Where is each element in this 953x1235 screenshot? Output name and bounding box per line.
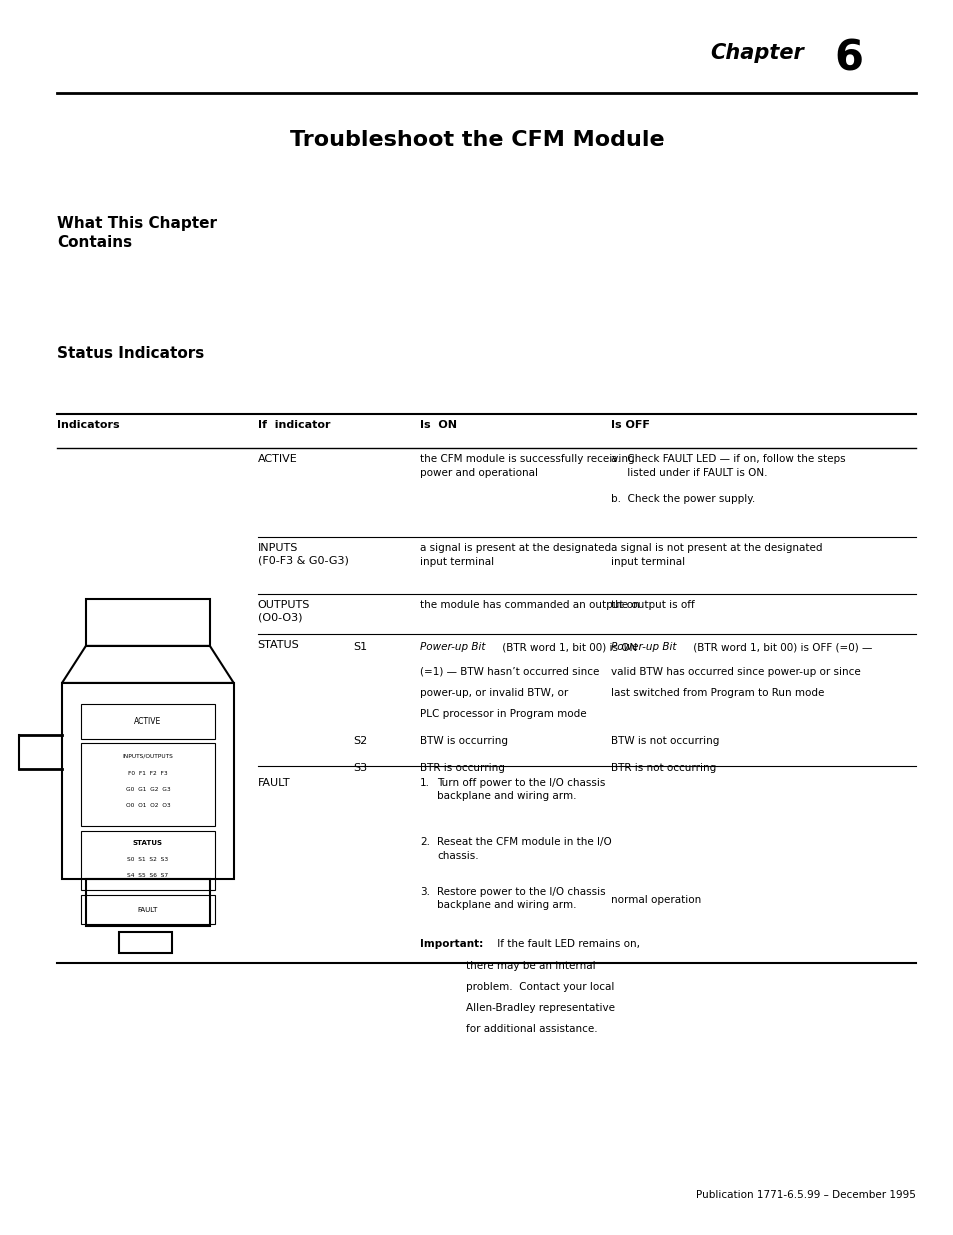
Text: BTW is not occurring: BTW is not occurring [610, 736, 719, 746]
Text: the output is off: the output is off [610, 600, 694, 610]
Text: S1: S1 [353, 642, 367, 652]
Text: INPUTS/OUTPUTS: INPUTS/OUTPUTS [122, 753, 173, 758]
Text: F0  F1  F2  F3: F0 F1 F2 F3 [128, 771, 168, 776]
Text: 6: 6 [834, 37, 862, 79]
Text: there may be an internal: there may be an internal [465, 961, 595, 971]
Text: Chapter: Chapter [710, 43, 803, 63]
Text: What This Chapter
Contains: What This Chapter Contains [57, 216, 217, 249]
Text: Is  ON: Is ON [419, 420, 456, 430]
Text: If  indicator: If indicator [257, 420, 330, 430]
Text: STATUS: STATUS [257, 640, 299, 650]
Bar [81, 831, 214, 890]
Text: Indicators: Indicators [57, 420, 120, 430]
Text: Is OFF: Is OFF [610, 420, 649, 430]
Text: for additional assistance.: for additional assistance. [465, 1024, 597, 1034]
Text: a.  Check FAULT LED — if on, follow the steps
     listed under if FAULT is ON.
: a. Check FAULT LED — if on, follow the s… [610, 454, 844, 504]
Text: Troubleshoot the CFM Module: Troubleshoot the CFM Module [290, 130, 663, 149]
Text: last switched from Program to Run mode: last switched from Program to Run mode [610, 688, 823, 698]
Text: OUTPUTS
(O0-O3): OUTPUTS (O0-O3) [257, 600, 310, 622]
Text: a signal is not present at the designated
input terminal: a signal is not present at the designate… [610, 543, 821, 567]
Text: Allen-Bradley representative: Allen-Bradley representative [465, 1003, 614, 1013]
Text: G0  G1  G2  G3: G0 G1 G2 G3 [126, 787, 170, 792]
Text: the CFM module is successfully receiving
power and operational: the CFM module is successfully receiving… [419, 454, 634, 478]
Text: INPUTS
(F0-F3 & G0-G3): INPUTS (F0-F3 & G0-G3) [257, 543, 348, 566]
Text: BTR is not occurring: BTR is not occurring [610, 763, 715, 773]
Text: ACTIVE: ACTIVE [257, 454, 297, 464]
Text: BTW is occurring: BTW is occurring [419, 736, 507, 746]
Text: BTR is occurring: BTR is occurring [419, 763, 504, 773]
Text: Reseat the CFM module in the I/O
chassis.: Reseat the CFM module in the I/O chassis… [436, 837, 611, 861]
Bar [81, 704, 214, 739]
Text: the module has commanded an output on: the module has commanded an output on [419, 600, 639, 610]
Text: S3: S3 [353, 763, 367, 773]
Text: (BTR word 1, bit 00) is ON: (BTR word 1, bit 00) is ON [498, 642, 637, 652]
Text: (=1) — BTW hasn’t occurred since: (=1) — BTW hasn’t occurred since [419, 667, 598, 677]
Text: valid BTW has occurred since power-up or since: valid BTW has occurred since power-up or… [610, 667, 860, 677]
Text: (BTR word 1, bit 00) is OFF (=0) —: (BTR word 1, bit 00) is OFF (=0) — [689, 642, 871, 652]
Text: 1.: 1. [419, 778, 429, 788]
Text: S0  S1  S2  S3: S0 S1 S2 S3 [127, 857, 169, 862]
Text: FAULT: FAULT [137, 906, 158, 913]
Text: problem.  Contact your local: problem. Contact your local [465, 982, 614, 992]
Text: ACTIVE: ACTIVE [134, 716, 161, 726]
Text: PLC processor in Program mode: PLC processor in Program mode [419, 709, 586, 719]
Text: Status Indicators: Status Indicators [57, 346, 204, 361]
Text: STATUS: STATUS [132, 840, 163, 846]
Text: 3.: 3. [419, 887, 429, 897]
Text: 2.: 2. [419, 837, 429, 847]
Text: power-up, or invalid BTW, or: power-up, or invalid BTW, or [419, 688, 567, 698]
Text: Important:: Important: [419, 939, 482, 948]
Bar [81, 743, 214, 826]
Text: Restore power to the I/O chassis
backplane and wiring arm.: Restore power to the I/O chassis backpla… [436, 887, 605, 910]
Text: If the fault LED remains on,: If the fault LED remains on, [494, 939, 639, 948]
Text: Turn off power to the I/O chassis
backplane and wiring arm.: Turn off power to the I/O chassis backpl… [436, 778, 604, 802]
Text: S2: S2 [353, 736, 367, 746]
Text: Power-up Bit: Power-up Bit [610, 642, 676, 652]
Text: normal operation: normal operation [610, 895, 700, 905]
Text: Power-up Bit: Power-up Bit [419, 642, 485, 652]
Text: a signal is present at the designated
input terminal: a signal is present at the designated in… [419, 543, 610, 567]
Text: Publication 1771-6.5.99 – December 1995: Publication 1771-6.5.99 – December 1995 [696, 1191, 915, 1200]
Text: O0  O1  O2  O3: O0 O1 O2 O3 [126, 803, 170, 808]
Text: FAULT: FAULT [257, 778, 290, 788]
Text: S4  S5  S6  S7: S4 S5 S6 S7 [127, 873, 169, 878]
Bar [81, 895, 214, 924]
